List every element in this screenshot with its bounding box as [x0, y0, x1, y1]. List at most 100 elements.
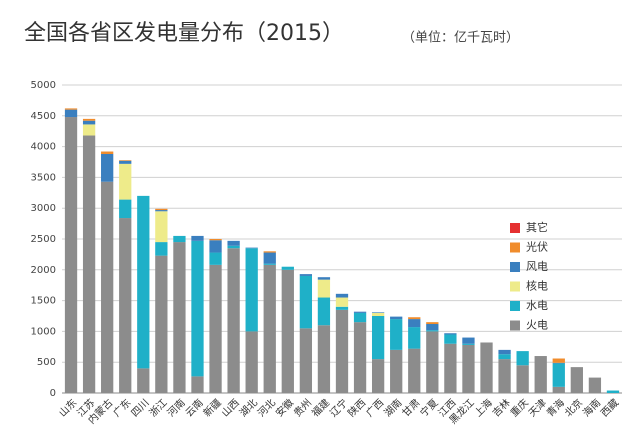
bar-segment	[552, 362, 565, 364]
bar-segment	[371, 312, 385, 316]
bar-segment	[498, 359, 511, 393]
bar-segment	[498, 354, 511, 360]
bar-segment	[390, 349, 403, 393]
bar-segment	[335, 309, 349, 393]
bar-segment	[462, 344, 475, 393]
bar-segment	[408, 348, 421, 393]
bar-segment	[317, 325, 331, 393]
bar-segment	[64, 108, 78, 110]
x-tick-label: 陕西	[345, 396, 368, 419]
x-tick-label: 新疆	[200, 396, 223, 419]
bar-segment	[371, 316, 385, 360]
bar-segment	[101, 153, 114, 182]
x-tick-label: 北京	[562, 396, 585, 419]
x-tick-label: 甘肃	[399, 396, 422, 419]
bar-segment	[408, 327, 421, 349]
bar-segment	[191, 240, 204, 377]
bar-segment	[606, 390, 620, 393]
bar-segment	[227, 245, 240, 249]
bar-segment	[516, 351, 529, 366]
bar-segment	[64, 117, 78, 394]
y-tick-label: 4500	[31, 111, 56, 122]
bar-segment	[245, 247, 258, 249]
bar-segment	[227, 240, 240, 246]
x-tick-label: 山西	[219, 397, 242, 420]
x-tick-label: 云南	[182, 396, 205, 419]
y-tick-label: 0	[50, 388, 56, 399]
y-tick-label: 3500	[31, 172, 56, 183]
legend-swatch	[510, 301, 520, 311]
x-tick-label: 湖北	[237, 397, 260, 420]
bar-segment	[155, 210, 168, 212]
bar-segment	[444, 333, 457, 335]
bar-segment	[119, 160, 132, 164]
x-tick-label: 海南	[580, 396, 603, 419]
bar-segment	[371, 359, 385, 393]
bar-segment	[281, 269, 294, 393]
legend-label: 火电	[526, 319, 548, 332]
bar-segment	[552, 386, 565, 393]
bar-segment	[209, 264, 222, 393]
bar-segment	[82, 120, 96, 125]
bar-segment	[299, 275, 313, 329]
x-tick-label: 河南	[164, 396, 187, 419]
bar-segment	[191, 235, 204, 241]
bar-segment	[281, 266, 294, 270]
y-tick-label: 2500	[31, 234, 56, 245]
x-tick-label: 山东	[56, 396, 79, 419]
bar-segment	[426, 322, 439, 325]
legend-swatch	[510, 281, 520, 292]
bar-segment	[299, 328, 313, 393]
bar-segment	[317, 297, 331, 326]
bar-segment	[82, 118, 96, 121]
y-tick-label: 1000	[31, 326, 56, 337]
bar-segment	[444, 334, 457, 344]
bar-segment	[119, 218, 132, 393]
bar-segment	[570, 367, 583, 393]
bar-segment	[101, 181, 114, 393]
x-tick-label: 上海	[471, 396, 494, 419]
bar-segment	[209, 252, 222, 265]
x-tick-label: 福建	[309, 396, 332, 419]
bar-segment	[245, 248, 258, 332]
bar-segment	[227, 248, 240, 393]
bar-segment	[498, 349, 511, 355]
bar-segment	[82, 135, 96, 393]
legend-swatch	[510, 242, 520, 253]
bar-segment	[155, 255, 168, 393]
x-tick-label: 青海	[544, 396, 567, 419]
bar-segment	[64, 109, 78, 118]
x-tick-label: 浙江	[147, 397, 170, 420]
bar-segment	[335, 306, 349, 310]
legend-label: 其它	[526, 220, 548, 234]
bar-segment	[480, 342, 493, 393]
bar-segment	[462, 337, 475, 344]
legend-swatch	[510, 223, 520, 233]
x-tick-label: 四川	[130, 397, 152, 419]
bar-segment	[137, 368, 150, 393]
bar-segment	[137, 195, 150, 369]
bar-segment	[335, 297, 349, 307]
x-tick-label: 重庆	[508, 396, 531, 419]
bar-segment	[317, 279, 331, 298]
bar-segment	[263, 263, 276, 265]
chart-subtitle: （单位：亿千瓦时）	[402, 31, 519, 46]
x-tick-label: 湖南	[381, 396, 404, 419]
bar-segment	[444, 343, 457, 393]
x-tick-label: 贵州	[291, 396, 314, 419]
bar-segment	[426, 330, 439, 332]
x-tick-label: 宁夏	[417, 396, 440, 419]
bar-segment	[209, 240, 222, 253]
bar-segment	[426, 331, 439, 393]
bar-segment	[335, 293, 349, 298]
legend-label: 核电	[526, 279, 548, 293]
x-tick-label: 广西	[364, 397, 387, 420]
bar-segment	[353, 311, 367, 313]
bar-segment	[408, 317, 421, 320]
bar-segment	[426, 324, 439, 331]
bar-segment	[119, 160, 132, 161]
bar-segment	[119, 163, 132, 200]
chart-title: 全国各省区发电量分布（2015）	[24, 21, 344, 46]
bar-segment	[390, 316, 403, 320]
